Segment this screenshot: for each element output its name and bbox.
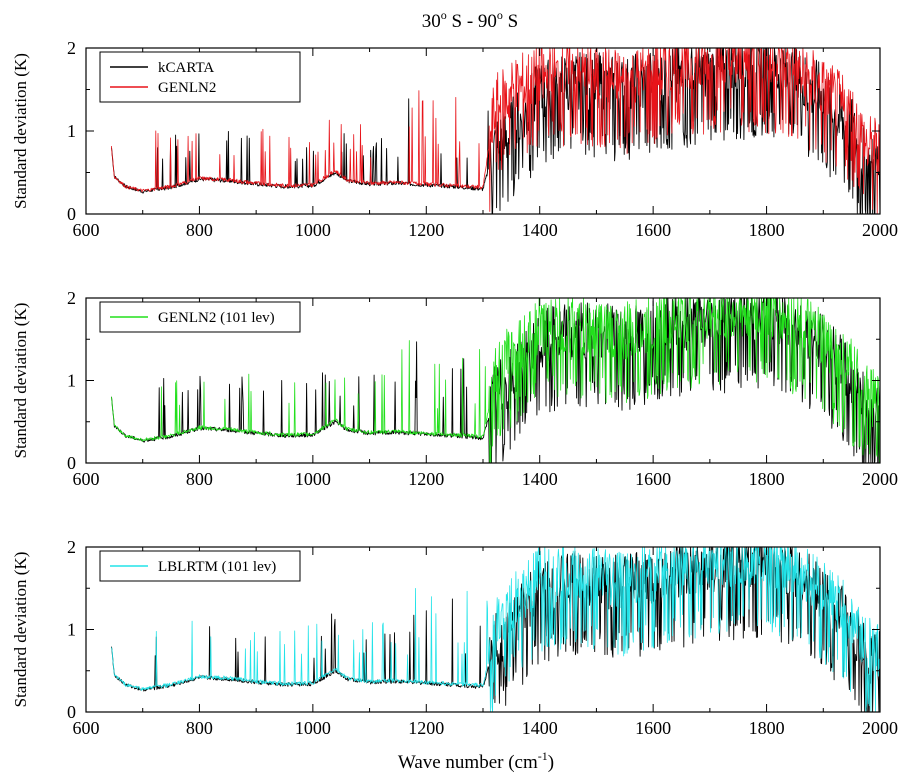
legend-box	[99, 51, 301, 103]
panel-top: 600 800 1000 1200 1400 1600 1800 2000 0 1 2 Standar…	[11, 38, 898, 240]
x-tick-label: 600	[73, 469, 100, 489]
x-tick-label: 2000	[862, 220, 898, 240]
x-tick-label: 800	[186, 469, 213, 489]
x-tick-label: 1800	[749, 718, 785, 738]
panel-bottom: 600 800 1000 1200 1400 1600 1800 2000 0 1 2 Standar…	[11, 537, 898, 738]
y-tick-label: 1	[67, 620, 76, 640]
x-tick-label: 1200	[408, 469, 444, 489]
figure-title: 30o S - 90o S	[422, 8, 518, 32]
y-tick-label: 2	[67, 537, 76, 557]
series-lblrtm-101-lev-	[111, 546, 881, 713]
x-tick-label: 1400	[522, 469, 558, 489]
x-tick-label: 600	[73, 718, 100, 738]
y-tick-label: 1	[67, 371, 76, 391]
x-tick-label: 1600	[635, 220, 671, 240]
y-axis-label: Standard deviation (K)	[11, 552, 30, 708]
y-tick-label: 2	[67, 288, 76, 308]
x-axis-label: Wave number (cm-1)	[398, 749, 554, 773]
x-tick-label: 1400	[522, 718, 558, 738]
legend-label: GENLN2 (101 lev)	[158, 310, 275, 326]
x-tick-label: 1000	[295, 469, 331, 489]
legend-label: LBLRTM (101 lev)	[158, 559, 276, 575]
legend-label: GENLN2	[158, 80, 216, 96]
y-axis-label: Standard deviation (K)	[11, 303, 30, 459]
y-tick-label: 0	[67, 702, 76, 722]
x-tick-label: 2000	[862, 718, 898, 738]
x-tick-label: 800	[186, 220, 213, 240]
y-axis-label: Standard deviation (K)	[11, 53, 30, 209]
series-reference	[111, 297, 881, 464]
y-tick-label: 0	[67, 453, 76, 473]
y-tick-label: 2	[67, 38, 76, 58]
x-tick-label: 1000	[295, 220, 331, 240]
x-tick-label: 1800	[749, 220, 785, 240]
x-tick-label: 2000	[862, 469, 898, 489]
series-genln2	[111, 47, 881, 215]
x-tick-label: 800	[186, 718, 213, 738]
x-tick-label: 600	[73, 220, 100, 240]
y-tick-label: 0	[67, 204, 76, 224]
x-tick-label: 1200	[408, 220, 444, 240]
x-tick-label: 1000	[295, 718, 331, 738]
x-tick-label: 1600	[635, 718, 671, 738]
x-tick-label: 1400	[522, 220, 558, 240]
x-tick-label: 1800	[749, 469, 785, 489]
x-tick-label: 1600	[635, 469, 671, 489]
legend-label: kCARTA	[158, 60, 214, 76]
x-tick-label: 1200	[408, 718, 444, 738]
panel-middle: 600 800 1000 1200 1400 1600 1800 2000 0 1 2 Standar…	[11, 288, 898, 489]
y-tick-label: 1	[67, 121, 76, 141]
